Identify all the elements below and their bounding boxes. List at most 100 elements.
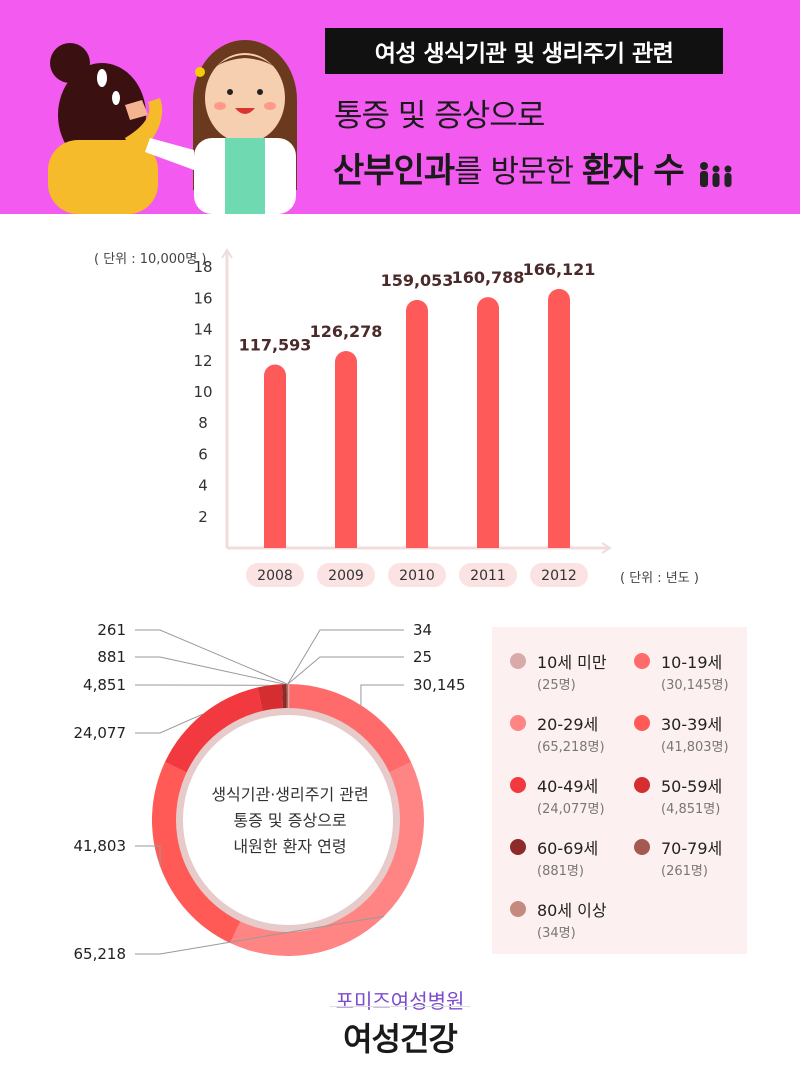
legend-count: (881명) <box>537 864 584 879</box>
x-tick-label: 2008 <box>257 568 293 584</box>
bar-data-label: 166,121 <box>523 260 596 279</box>
donut-slice <box>287 684 290 709</box>
donut-slice <box>230 762 424 956</box>
x-tick-label: 2009 <box>328 568 364 584</box>
legend-swatch <box>634 777 650 793</box>
y-tick-label: 12 <box>193 352 212 370</box>
legend-name: 30-39세 <box>661 715 723 734</box>
x-tick-pill <box>246 563 304 587</box>
leader-line <box>135 713 203 734</box>
leader-line <box>135 845 161 867</box>
donut-data-label: 4,851 <box>83 676 126 694</box>
bar <box>477 297 499 548</box>
legend-count: (24,077명) <box>537 802 605 817</box>
hospital-name: 포미즈여성병원 <box>335 989 465 1013</box>
legend-name: 40-49세 <box>537 777 599 796</box>
donut-data-label: 24,077 <box>74 724 127 742</box>
title-bottom-bold: 산부인과 <box>333 151 455 191</box>
legend-swatch <box>510 901 526 917</box>
y-axis-unit-label: ( 단위 : 10,000명 ) <box>94 252 207 267</box>
donut-slice <box>257 684 283 711</box>
donut-data-label: 65,218 <box>74 945 127 963</box>
legend-count: (25명) <box>537 678 576 693</box>
y-axis-arrow <box>221 248 233 259</box>
donut-chart: 261 881 4,851 24,077 41,803 65,218 34 25 30,145 <box>74 621 466 963</box>
donut-slice <box>281 684 287 709</box>
bar <box>548 288 570 548</box>
leader-line <box>287 656 404 685</box>
bar-data-label: 117,593 <box>239 336 312 355</box>
donut-center-line-1: 생식기관·생리주기 관련 <box>211 785 369 804</box>
header-banner: 여성 생식기관 및 생리주기 관련 통증 및 증상으로 산부인과를 방문한 환자… <box>0 0 800 214</box>
bar <box>406 299 428 548</box>
people-icon <box>700 161 732 187</box>
legend-name: 10-19세 <box>661 653 723 672</box>
x-tick-pill <box>317 563 375 587</box>
x-tick-label: 2010 <box>399 568 435 584</box>
donut-slice <box>164 687 263 773</box>
x-tick-pill <box>388 563 446 587</box>
y-tick-label: 18 <box>193 258 212 276</box>
y-tick-label: 2 <box>198 508 208 526</box>
donut-data-label: 25 <box>413 648 432 666</box>
legend-count: (41,803명) <box>661 740 729 755</box>
donut-slice <box>152 762 241 944</box>
footer-title: 여성건강 <box>343 1020 458 1058</box>
title-bottom: 산부인과를 방문한 환자 수 <box>333 143 734 192</box>
leader-line <box>135 656 285 685</box>
y-tick-label: 14 <box>193 321 212 339</box>
legend-swatch <box>510 777 526 793</box>
y-tick-label: 8 <box>198 414 208 432</box>
leader-line <box>135 629 288 685</box>
bar-data-label: 159,053 <box>381 271 454 290</box>
legend-swatch <box>634 653 650 669</box>
x-axis-unit-label: ( 단위 : 년도 ) <box>620 571 699 586</box>
legend-count: (30,145명) <box>661 678 729 693</box>
bar-data-label: 160,788 <box>452 268 525 287</box>
leader-line <box>287 629 404 685</box>
y-tick-label: 4 <box>198 477 208 495</box>
legend-name: 20-29세 <box>537 715 599 734</box>
leader-line <box>360 684 404 706</box>
donut-center-line-2: 통증 및 증상으로 <box>233 811 347 830</box>
title-bottom-bold2: 환자 수 <box>581 151 685 191</box>
x-axis-arrow <box>601 542 612 554</box>
legend-swatch <box>634 839 650 855</box>
legend-count: (34명) <box>537 926 576 941</box>
donut-center-text: 생식기관·생리주기 관련 통증 및 증상으로 내원한 환자 연령 <box>190 782 390 860</box>
legend-swatch <box>510 839 526 855</box>
y-tick-label: 10 <box>193 383 212 401</box>
legend-swatch <box>510 715 526 731</box>
bar-data-label: 126,278 <box>310 322 383 341</box>
footer-divider <box>330 1006 470 1007</box>
donut-slice <box>286 684 288 709</box>
x-tick-label: 2012 <box>541 568 577 584</box>
legend-swatch <box>510 653 526 669</box>
donut-center-line-3: 내원한 환자 연령 <box>233 837 347 856</box>
donut-legend: 10세 미만 (25명) 10-19세 (30,145명) 20-29세 (65,218명… <box>492 627 747 954</box>
donut-data-label: 30,145 <box>413 676 466 694</box>
legend-name: 60-69세 <box>537 839 599 858</box>
legend-count: (65,218명) <box>537 740 605 755</box>
title-mid: 통증 및 증상으로 <box>334 98 545 134</box>
legend-name: 70-79세 <box>661 839 723 858</box>
legend-swatch <box>634 715 650 731</box>
donut-data-label: 41,803 <box>74 837 127 855</box>
title-top: 여성 생식기관 및 생리주기 관련 <box>325 28 723 74</box>
donut-data-label: 261 <box>97 621 126 639</box>
legend-count: (4,851명) <box>661 802 721 817</box>
x-tick-pill <box>459 563 517 587</box>
donut-data-label: 881 <box>97 648 126 666</box>
donut-slice <box>288 684 412 773</box>
donut-inner-ring <box>171 703 405 937</box>
bar <box>335 351 357 548</box>
legend-name: 80세 이상 <box>537 901 607 920</box>
x-tick-label: 2011 <box>470 568 506 584</box>
bar <box>264 364 286 548</box>
legend-count: (261명) <box>661 864 708 879</box>
leader-line <box>135 915 385 955</box>
y-tick-label: 16 <box>193 289 212 307</box>
y-tick-label: 6 <box>198 445 208 463</box>
legend-name: 50-59세 <box>661 777 723 796</box>
